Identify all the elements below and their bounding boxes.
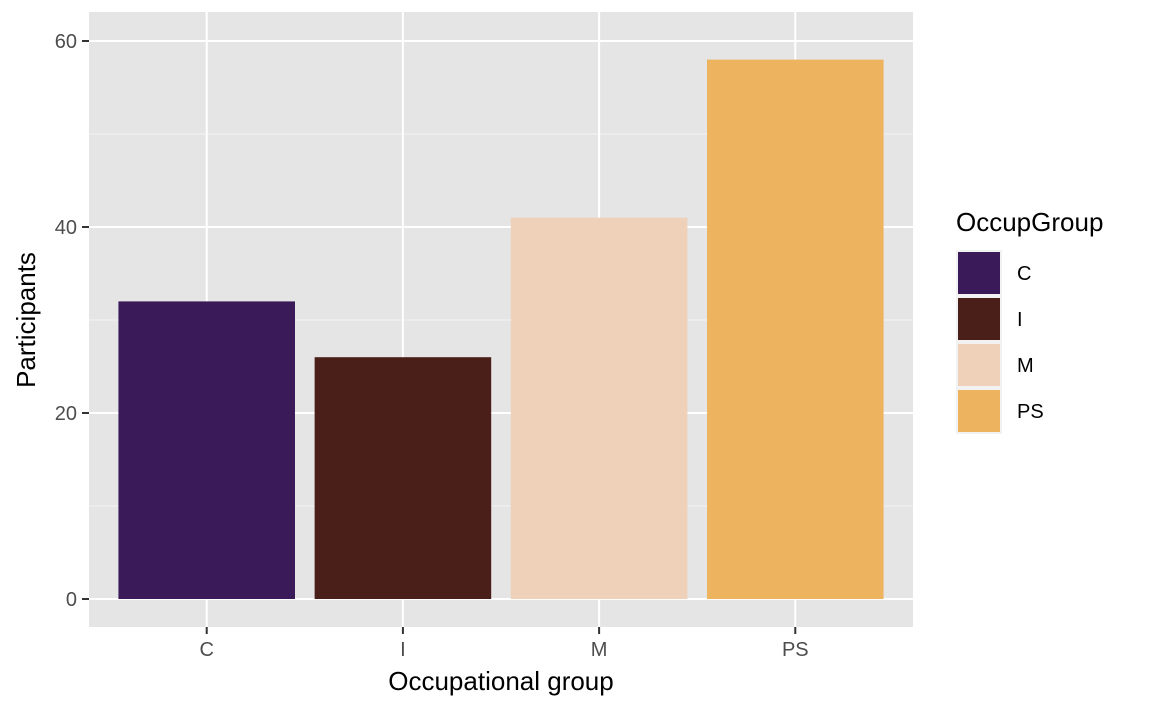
legend-label: I: [1017, 309, 1023, 331]
legend-title: OccupGroup: [956, 207, 1103, 237]
x-axis: C I M PS: [199, 627, 809, 661]
y-axis-title: Participants: [11, 252, 41, 388]
y-axis: 0 20 40 60: [55, 31, 89, 611]
x-tick-label: PS: [782, 639, 809, 661]
bar-ps: [707, 59, 884, 600]
legend-swatch-c: [958, 252, 1000, 294]
x-tick-label: C: [199, 639, 213, 661]
legend-label: M: [1017, 355, 1034, 377]
y-tick-label: 0: [66, 589, 77, 611]
x-axis-title: Occupational group: [388, 666, 613, 696]
legend: OccupGroup C I M PS: [956, 207, 1103, 434]
legend-label: C: [1017, 263, 1031, 285]
bar-i: [314, 357, 492, 599]
y-tick-label: 40: [55, 217, 77, 239]
bars: [118, 59, 884, 600]
x-tick-label: I: [400, 639, 406, 661]
x-tick-label: M: [591, 639, 608, 661]
y-tick-label: 20: [55, 403, 77, 425]
legend-swatch-i: [958, 298, 1000, 340]
legend-label: PS: [1017, 401, 1044, 423]
y-tick-label: 60: [55, 31, 77, 53]
bar-m: [510, 217, 688, 599]
legend-swatch-ps: [958, 390, 1000, 432]
bar-c: [118, 301, 295, 599]
legend-swatch-m: [958, 344, 1000, 386]
